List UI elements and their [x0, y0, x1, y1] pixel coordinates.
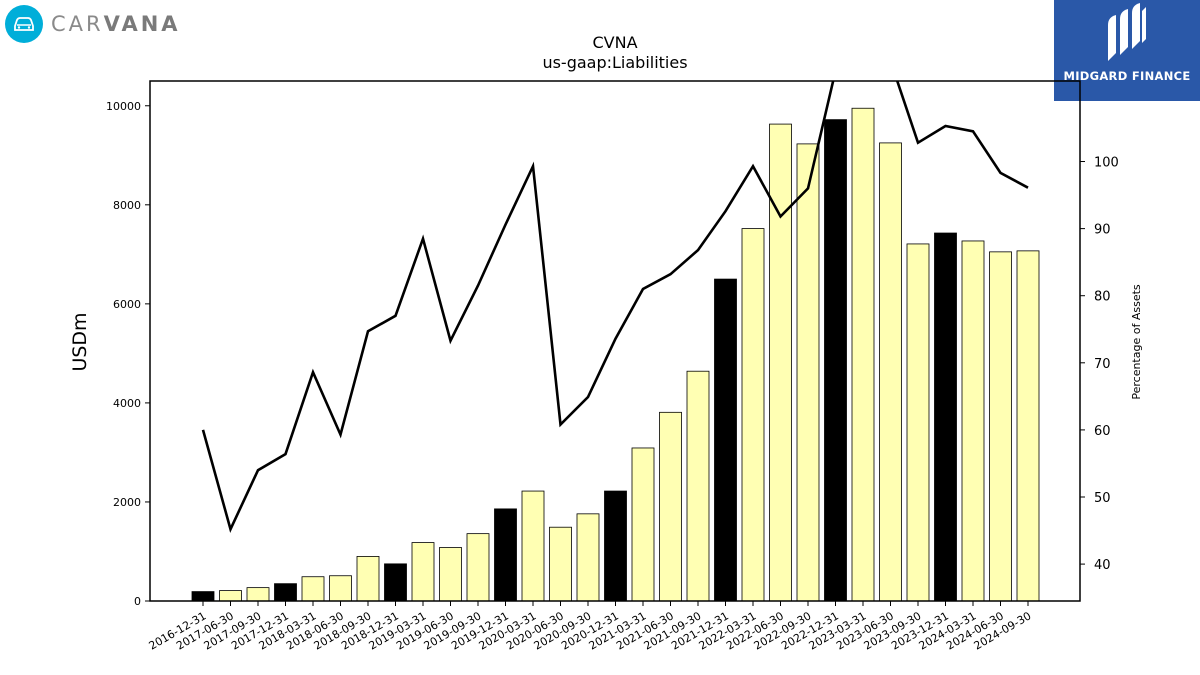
y-tick-label-8000: 8000: [113, 199, 141, 212]
line-layer: [201, 81, 1029, 533]
bar-2022-09-30: [796, 143, 820, 602]
bar-2022-12-31: [824, 119, 847, 602]
y-tick-label-0: 0: [134, 595, 141, 608]
y2-tick-label-100: 100: [1094, 156, 1119, 171]
midgard-finance-logo: MIDGARD FINANCE: [1054, 0, 1200, 101]
bar-2020-12-31: [604, 490, 627, 602]
bar-2018-12-31: [384, 563, 407, 602]
midgard-wordmark: MIDGARD FINANCE: [1063, 69, 1191, 83]
y2-tick-label-80: 80: [1094, 290, 1111, 305]
y2-axis-label: Percentage of Assets: [1130, 284, 1143, 400]
bar-2020-09-30: [576, 513, 600, 602]
bar-2022-03-31: [741, 228, 765, 602]
bar-2021-06-30: [659, 411, 682, 602]
bar-2016-12-31: [191, 591, 215, 602]
bar-2020-03-31: [521, 490, 545, 602]
bar-2023-12-31: [934, 232, 957, 602]
bar-2018-09-30: [356, 556, 380, 602]
bar-2020-06-30: [549, 526, 572, 602]
y2-tick-label-90: 90: [1094, 223, 1111, 238]
car-icon: [5, 5, 43, 43]
bar-2024-09-30: [1016, 250, 1040, 602]
chart-title: CVNA: [592, 33, 637, 52]
bar-2021-09-30: [686, 370, 710, 602]
bar-2023-03-31: [851, 107, 875, 602]
bar-2019-09-30: [466, 533, 490, 602]
bar-2017-12-31: [274, 583, 297, 602]
bar-2019-12-31: [494, 508, 517, 602]
bars-layer: [191, 107, 1040, 602]
y2-tick-label-50: 50: [1094, 491, 1111, 506]
bar-2019-03-31: [411, 542, 435, 602]
bar-2023-09-30: [906, 243, 930, 602]
y2-tick-label-70: 70: [1094, 357, 1111, 372]
bar-2017-09-30: [246, 587, 270, 602]
carvana-wordmark: CARVANA: [51, 12, 181, 36]
y-axis-label: USDm: [69, 312, 91, 371]
y2-tick-label-60: 60: [1094, 424, 1111, 439]
percentage-of-assets-line: [201, 81, 1029, 533]
y-tick-label-6000: 6000: [113, 298, 141, 311]
bar-2021-12-31: [714, 278, 737, 602]
bar-2018-03-31: [301, 576, 325, 602]
y-tick-label-10000: 10000: [106, 100, 141, 113]
bar-2023-06-30: [879, 142, 902, 602]
bar-2021-03-31: [631, 447, 655, 602]
bar-2017-06-30: [219, 590, 242, 602]
carvana-logo: CARVANA: [5, 5, 181, 43]
chart-subtitle: us-gaap:Liabilities: [542, 53, 687, 72]
midgard-mark-icon: [1108, 3, 1146, 61]
y2-tick-label-40: 40: [1094, 558, 1111, 573]
bar-2024-06-30: [989, 251, 1012, 602]
y-tick-label-2000: 2000: [113, 496, 141, 509]
bar-2022-06-30: [769, 123, 792, 602]
bar-2019-06-30: [439, 547, 462, 602]
y-tick-label-4000: 4000: [113, 397, 141, 410]
bar-2018-06-30: [329, 575, 352, 602]
bar-2024-03-31: [961, 240, 985, 602]
